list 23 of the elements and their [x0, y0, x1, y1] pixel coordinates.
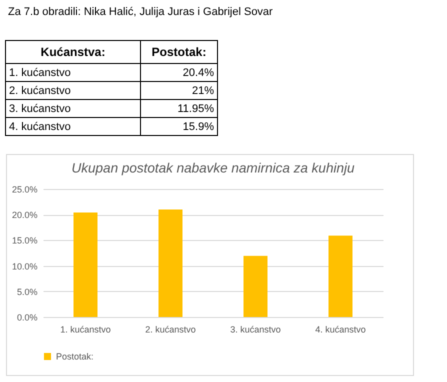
- category-label: 3. kućanstvo: [9, 102, 71, 114]
- text: 21%: [192, 84, 214, 96]
- x-tick-label: 1. kućanstvo: [60, 324, 111, 334]
- text: Za 7.b obradili: Nika Halić, Julija Juras i Gabrijel Sovar: [8, 6, 273, 18]
- y-tick-label: 0.0%: [16, 312, 38, 322]
- x-tick-label: 4. kućanstvo: [315, 324, 366, 334]
- text: Postotak:: [152, 45, 206, 59]
- category-label: 1. kućanstvo: [9, 66, 71, 78]
- text: 11.95%: [178, 102, 214, 114]
- text: Kućanstva:: [6, 40, 140, 64]
- text: 15.9%: [182, 120, 214, 132]
- chart-title: Ukupan postotak nabavke namirnica za kuhinju: [72, 160, 355, 176]
- x-tick-label: 3. kućanstvo: [230, 324, 281, 334]
- legend-label: Postotak:: [56, 352, 94, 362]
- text: 20.4%: [182, 66, 214, 78]
- y-tick-label: 20.0%: [12, 210, 38, 220]
- y-tick-label: 5.0%: [16, 286, 38, 297]
- category-label: 4. kućanstvo: [9, 120, 71, 132]
- category-label: 2. kućanstvo: [9, 84, 71, 96]
- y-tick-label: 25.0%: [12, 184, 38, 194]
- y-tick-label: 10.0%: [12, 261, 38, 272]
- y-tick-label: 15.0%: [12, 236, 38, 246]
- x-tick-label: 2. kućanstvo: [145, 324, 196, 334]
